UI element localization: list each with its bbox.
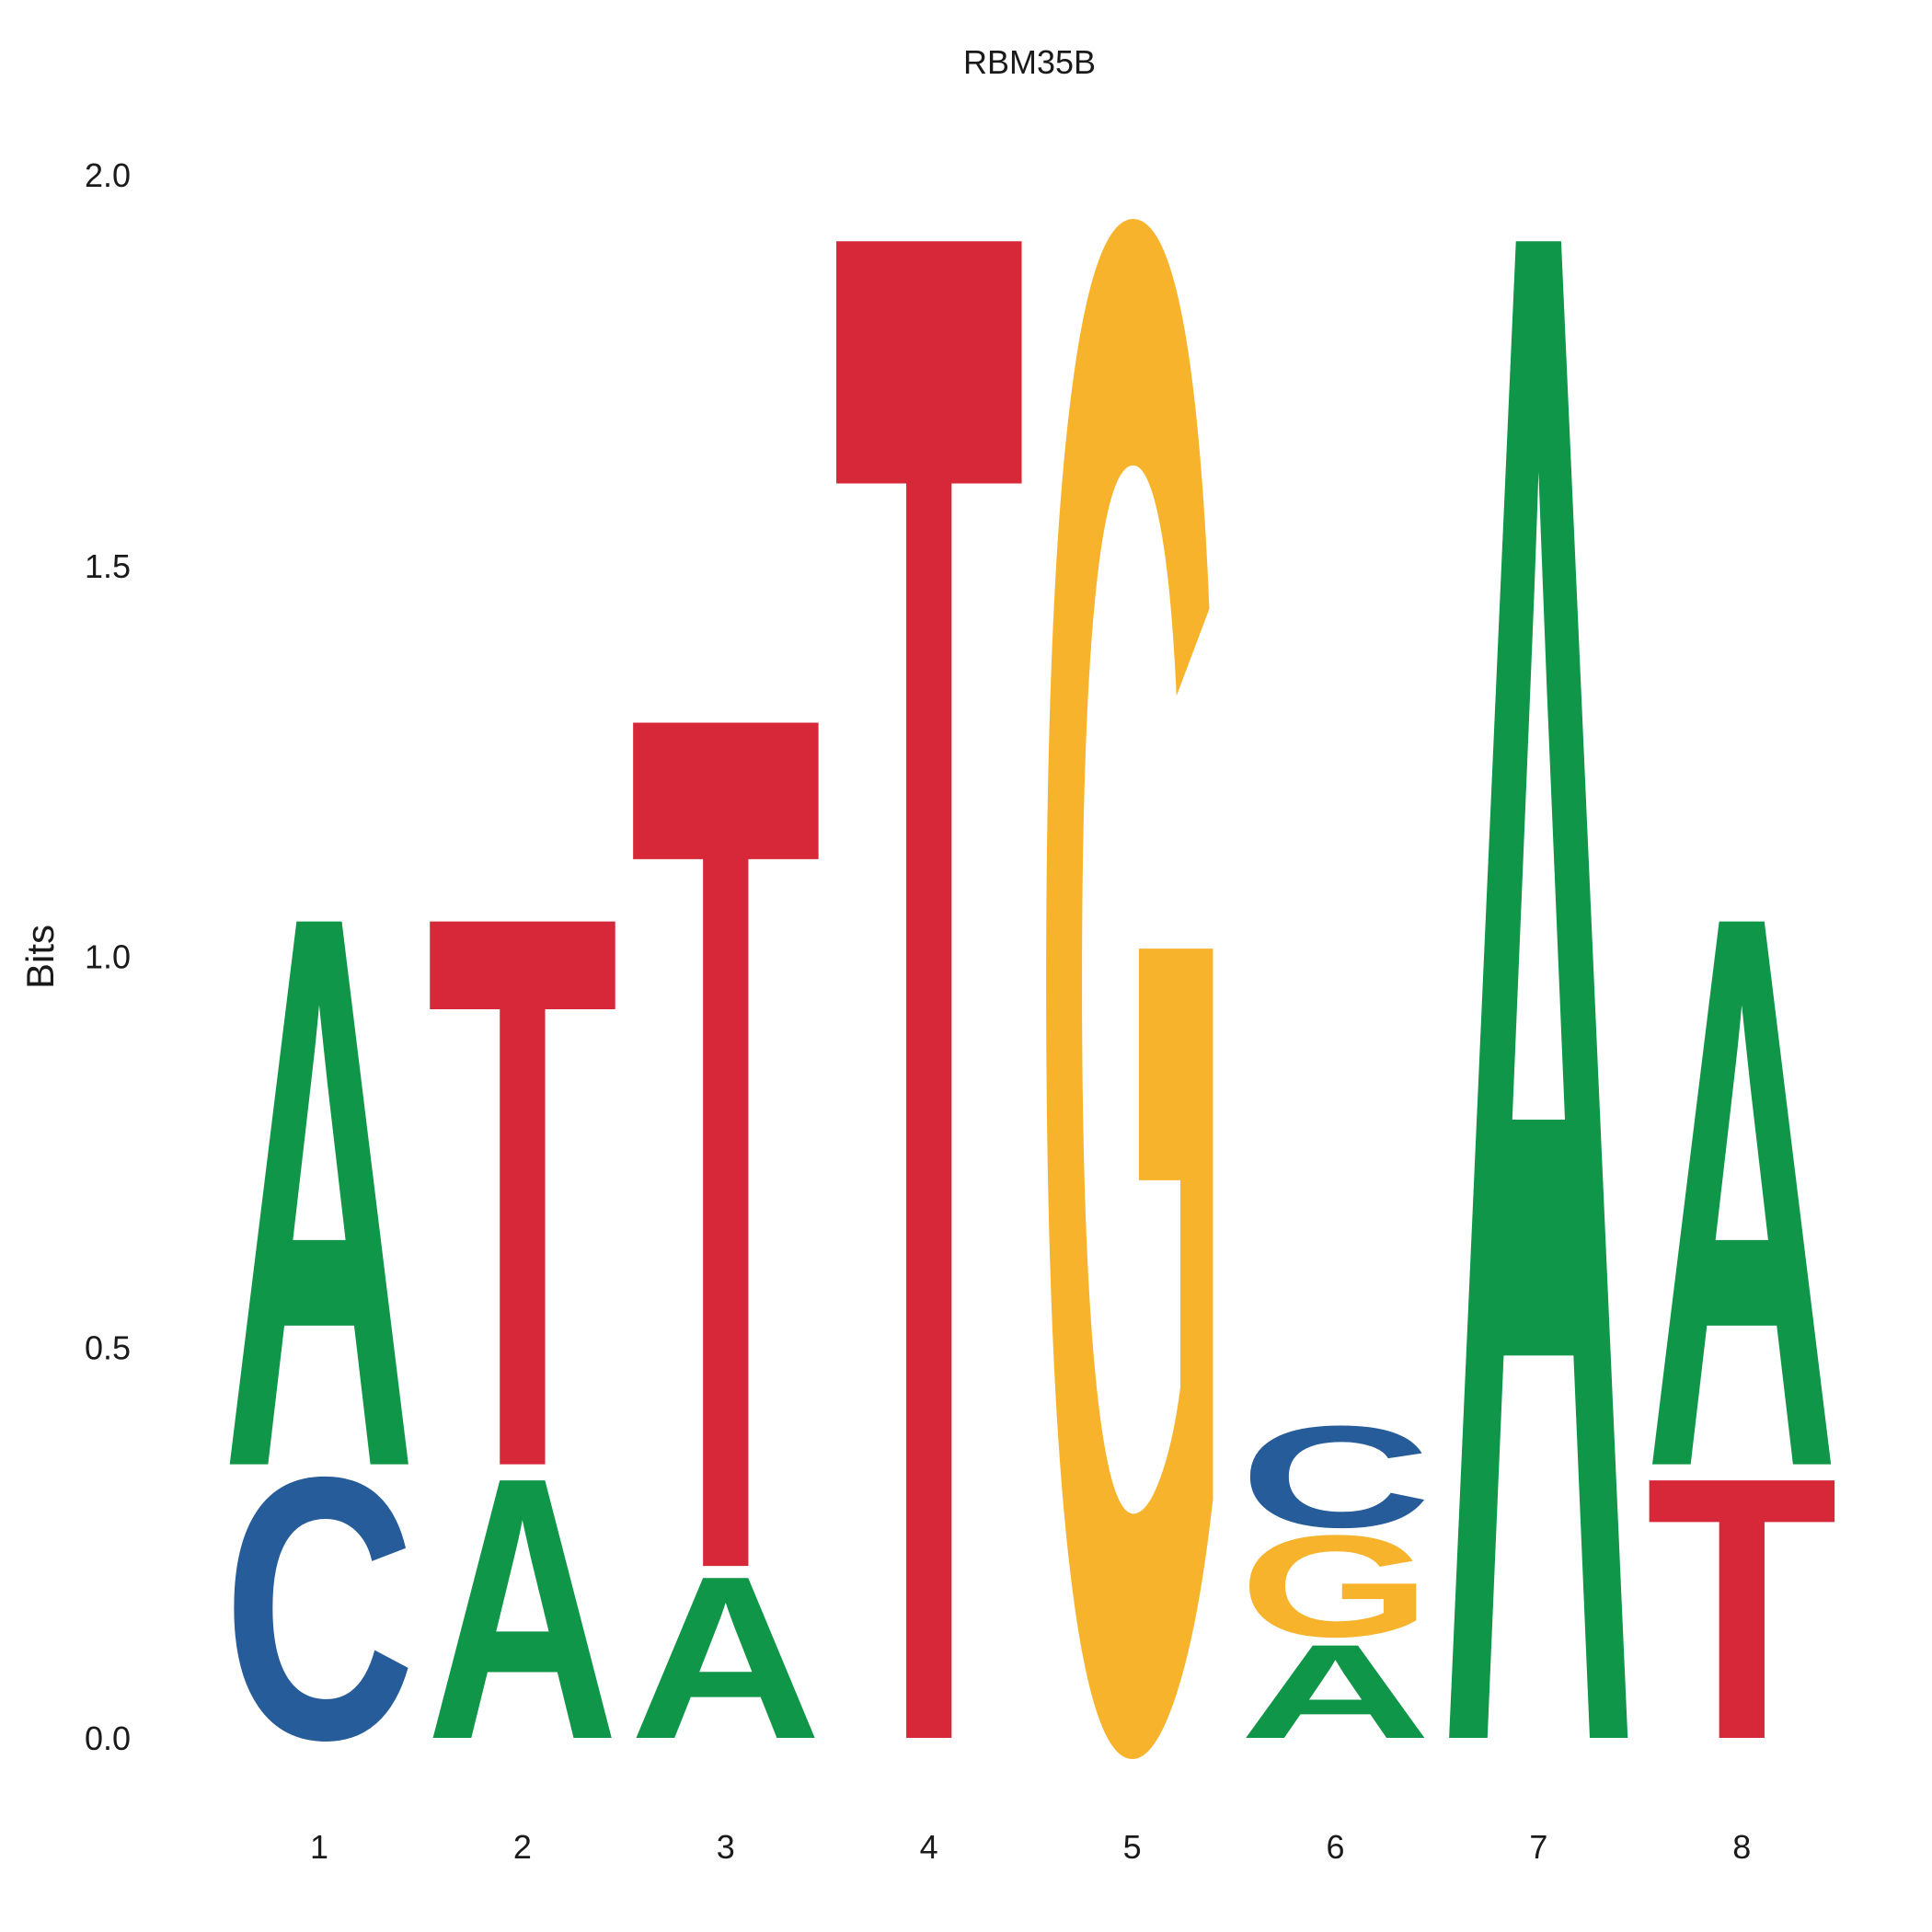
x-tick-label: 8	[1732, 1828, 1751, 1866]
logo-letter: A	[1239, 1616, 1432, 1766]
logo-letter: A	[426, 1400, 618, 1818]
x-tick-label: 7	[1529, 1828, 1547, 1866]
logo-letter: T	[1646, 1400, 1838, 1818]
logo-letter: A	[224, 751, 416, 1632]
logo-letter: T	[629, 457, 822, 1826]
logo-letter: A	[1443, 0, 1635, 1932]
x-tick-label: 5	[1123, 1828, 1142, 1866]
y-tick-label: 0.5	[85, 1328, 131, 1366]
logo-letter: G	[1036, 0, 1228, 1932]
logo-letter: T	[426, 751, 618, 1632]
y-tick-label: 0.0	[85, 1719, 131, 1757]
logo-letter: A	[629, 1527, 822, 1788]
logo-letter: A	[1646, 751, 1838, 1632]
logo-letter: T	[833, 0, 1025, 1932]
logo-letter: G	[1239, 1506, 1432, 1668]
x-tick-label: 1	[310, 1828, 328, 1866]
x-tick-label: 4	[920, 1828, 938, 1866]
chart-title: RBM35B	[963, 43, 1096, 81]
x-tick-label: 6	[1326, 1828, 1344, 1866]
y-tick-label: 1.0	[85, 938, 131, 976]
logo-letter: C	[224, 1400, 416, 1818]
x-tick-label: 3	[717, 1828, 735, 1866]
y-axis-label: Bits	[18, 925, 62, 989]
y-tick-label: 2.0	[85, 156, 131, 194]
x-tick-label: 2	[513, 1828, 532, 1866]
y-tick-label: 1.5	[85, 547, 131, 585]
logo-letter: C	[1239, 1397, 1432, 1558]
